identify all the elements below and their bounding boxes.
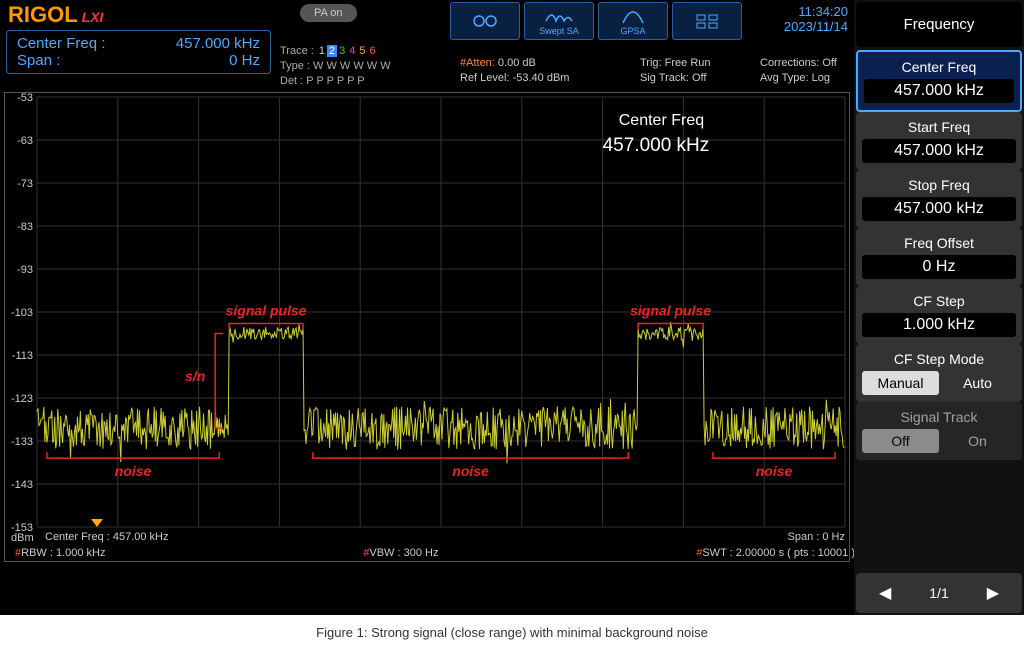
span-label: Span : xyxy=(17,52,60,69)
datetime-display: 11:34:20 2023/11/14 xyxy=(784,4,848,34)
svg-text:signal pulse: signal pulse xyxy=(226,303,307,319)
svg-text:-113: -113 xyxy=(12,350,33,362)
pager-prev-icon[interactable]: ◀ xyxy=(879,583,891,603)
gpsa-icon[interactable]: GPSA xyxy=(598,2,668,40)
svg-text:-133: -133 xyxy=(11,436,33,448)
menu-item-signal-track[interactable]: Signal TrackOffOn xyxy=(856,402,1022,460)
pa-button[interactable]: PA on xyxy=(300,4,357,22)
menu-item-cf-step[interactable]: CF Step1.000 kHz xyxy=(856,286,1022,344)
date-text: 2023/11/14 xyxy=(784,19,848,34)
svg-text:457.000 kHz: 457.000 kHz xyxy=(603,135,710,156)
settings-icon[interactable] xyxy=(450,2,520,40)
plot-footer-2: #RBW : 1.000 kHz #VBW : 300 Hz #SWT : 2.… xyxy=(15,547,855,559)
svg-text:noise: noise xyxy=(756,463,793,479)
menu-item-center-freq[interactable]: Center Freq457.000 kHz xyxy=(856,50,1022,112)
svg-text:Center Freq: Center Freq xyxy=(619,112,704,129)
pager-text: 1/1 xyxy=(929,585,948,601)
menu-pager[interactable]: ◀ 1/1 ▶ xyxy=(856,573,1022,613)
svg-text:noise: noise xyxy=(115,463,152,479)
cf-label: Center Freq : xyxy=(17,35,105,52)
svg-text:-123: -123 xyxy=(11,393,33,405)
atten-info: #Atten: 0.00 dB Ref Level: -53.40 dBm xyxy=(460,56,569,86)
svg-text:-143: -143 xyxy=(11,479,33,491)
menu-item-cf-step-mode[interactable]: CF Step ModeManualAuto xyxy=(856,344,1022,402)
swept-sa-icon[interactable]: Swept SA xyxy=(524,2,594,40)
svg-text:-103: -103 xyxy=(11,307,33,319)
plot-footer-1: Center Freq : 457.00 kHz Span : 0 Hz xyxy=(45,531,845,543)
spectrum-plot[interactable]: -53-63-73-83-93-103-113-123-133-143-153d… xyxy=(4,92,850,562)
trig-info: Trig: Free Run Sig Track: Off xyxy=(640,56,711,86)
brand-logo: RIGOLLXI xyxy=(8,2,103,28)
svg-text:-83: -83 xyxy=(17,221,33,233)
top-icon-bar: Swept SA GPSA xyxy=(450,2,742,40)
corr-info: Corrections: Off Avg Type: Log xyxy=(760,56,837,86)
svg-text:-63: -63 xyxy=(17,135,33,147)
menu-item-start-freq[interactable]: Start Freq457.000 kHz xyxy=(856,112,1022,170)
pager-next-icon[interactable]: ▶ xyxy=(987,583,999,603)
menu-item-stop-freq[interactable]: Stop Freq457.000 kHz xyxy=(856,170,1022,228)
time-text: 11:34:20 xyxy=(784,4,848,19)
svg-text:-93: -93 xyxy=(17,264,33,276)
svg-text:signal pulse: signal pulse xyxy=(630,303,711,319)
figure-caption: Figure 1: Strong signal (close range) wi… xyxy=(0,615,1024,650)
apps-icon[interactable] xyxy=(672,2,742,40)
trace-info: Trace : 123456 Type : W W W W W W Det : … xyxy=(280,44,391,89)
svg-text:-53: -53 xyxy=(17,93,33,104)
plot-svg: -53-63-73-83-93-103-113-123-133-143-153d… xyxy=(5,93,851,563)
menu-title: Frequency xyxy=(856,2,1022,47)
svg-text:dBm: dBm xyxy=(11,532,34,544)
span-value: 0 Hz xyxy=(229,52,260,69)
center-freq-box[interactable]: Center Freq : 457.000 kHz Span : 0 Hz xyxy=(6,30,271,74)
analyzer-screen: RIGOLLXI PA on Swept SA GPSA 11:34:20 20… xyxy=(0,0,1024,615)
svg-text:s/n: s/n xyxy=(185,368,205,384)
svg-text:-73: -73 xyxy=(17,178,33,190)
svg-text:noise: noise xyxy=(452,463,489,479)
right-menu: Frequency Center Freq457.000 kHzStart Fr… xyxy=(854,0,1024,615)
menu-item-freq-offset[interactable]: Freq Offset0 Hz xyxy=(856,228,1022,286)
cf-value: 457.000 kHz xyxy=(176,35,260,52)
